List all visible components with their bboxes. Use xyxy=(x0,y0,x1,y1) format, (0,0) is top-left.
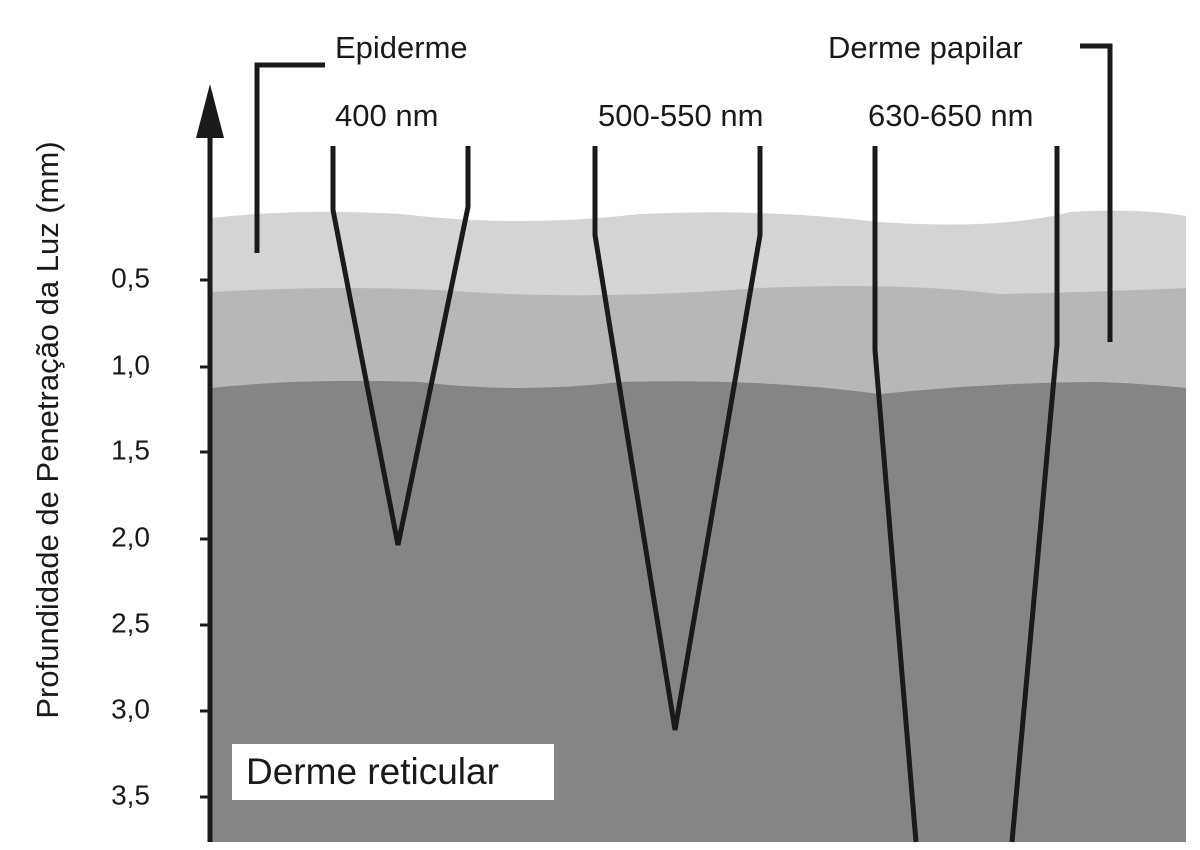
y-tick-label: 3,0 xyxy=(111,693,150,724)
wavelength-label: 500-550 nm xyxy=(598,98,763,133)
label-box xyxy=(232,744,554,800)
epidermis-bracket xyxy=(254,62,325,253)
epidermis-layer xyxy=(212,210,1186,300)
papillary-bracket xyxy=(1080,43,1113,342)
wavelength-label: 400 nm xyxy=(335,98,438,133)
y-tick-label: 3,5 xyxy=(111,779,150,810)
layer-label: Epiderme xyxy=(335,30,468,65)
reticular-layer xyxy=(212,380,1186,842)
y-tick-label: 2,0 xyxy=(111,521,150,552)
axis-title: Profundidade de Penetração da Luz (mm) xyxy=(30,141,65,718)
tick-marks xyxy=(200,278,210,799)
beam-630 xyxy=(1009,146,1060,843)
layer-label: Derme reticular xyxy=(246,751,499,792)
y-tick-label: 2,5 xyxy=(111,607,150,638)
y-tick-label: 1,0 xyxy=(111,349,150,380)
y-tick-label: 1,5 xyxy=(111,434,150,465)
y-axis-arrow xyxy=(196,84,224,138)
y-tick-label: 0,5 xyxy=(111,262,150,293)
beam-400 xyxy=(330,146,471,546)
beam-630 xyxy=(872,146,919,843)
beam-500 xyxy=(592,146,763,731)
wavelength-label: 630-650 nm xyxy=(868,98,1033,133)
papillary-layer xyxy=(212,286,1186,400)
layer-label: Derme papilar xyxy=(828,30,1023,65)
